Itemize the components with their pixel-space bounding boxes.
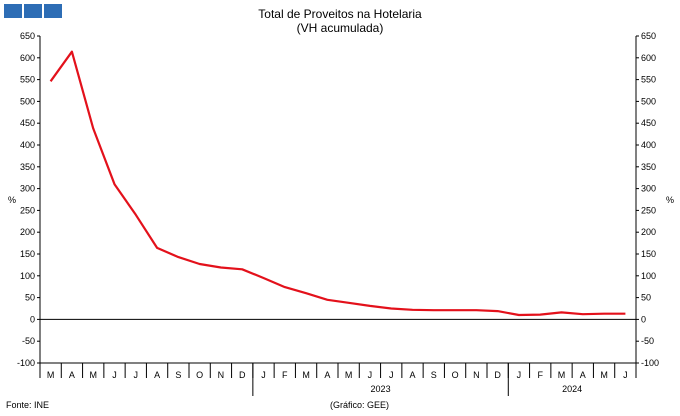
y-tick-label-left: -100 [17, 358, 35, 368]
x-tick-label: M [600, 370, 608, 380]
y-axis-label-right: % [666, 195, 674, 205]
y-tick-label-left: 650 [20, 31, 35, 41]
logo-block-1 [4, 4, 22, 18]
x-tick-label: M [89, 370, 97, 380]
y-tick-label-right: 550 [641, 75, 656, 85]
x-tick-label: S [431, 370, 437, 380]
y-tick-label-left: 100 [20, 271, 35, 281]
y-axis-label-left: % [8, 195, 16, 205]
x-tick-label: O [196, 370, 203, 380]
y-tick-label-right: 100 [641, 271, 656, 281]
y-tick-label-right: 50 [641, 293, 651, 303]
y-tick-label-left: 250 [20, 205, 35, 215]
x-tick-label: F [537, 370, 543, 380]
x-tick-label: J [112, 370, 117, 380]
x-tick-label: D [494, 370, 501, 380]
y-tick-label-right: 150 [641, 249, 656, 259]
x-tick-label: A [324, 370, 330, 380]
y-tick-label-right: 400 [641, 140, 656, 150]
x-tick-label: N [218, 370, 225, 380]
y-tick-label-left: 400 [20, 140, 35, 150]
logo-block-2 [24, 4, 42, 18]
source-note: Fonte: INE [6, 400, 50, 410]
year-label: 2023 [371, 384, 391, 394]
x-tick-label: M [345, 370, 353, 380]
x-tick-label: A [154, 370, 160, 380]
logo-block-3 [44, 4, 62, 18]
y-tick-label-right: 450 [641, 118, 656, 128]
series-line [49, 50, 626, 317]
y-tick-label-right: 250 [641, 205, 656, 215]
logo [4, 4, 62, 18]
y-tick-label-right: 0 [641, 314, 646, 324]
x-tick-label: A [409, 370, 415, 380]
y-tick-label-left: 450 [20, 118, 35, 128]
x-tick-label: M [47, 370, 55, 380]
y-tick-label-right: 500 [641, 96, 656, 106]
x-tick-label: O [452, 370, 459, 380]
y-tick-label-left: 0 [30, 314, 35, 324]
y-tick-label-left: 150 [20, 249, 35, 259]
x-tick-label: S [175, 370, 181, 380]
x-tick-label: M [302, 370, 310, 380]
x-tick-label: N [473, 370, 480, 380]
x-tick-label: J [623, 370, 628, 380]
y-tick-label-right: 650 [641, 31, 656, 41]
y-tick-label-right: -100 [641, 358, 659, 368]
x-tick-label: F [282, 370, 288, 380]
y-tick-label-right: 600 [641, 53, 656, 63]
year-label: 2024 [562, 384, 582, 394]
y-tick-label-left: 350 [20, 162, 35, 172]
y-tick-label-left: -50 [22, 336, 35, 346]
chart-credit: (Gráfico: GEE) [330, 400, 390, 410]
y-tick-label-left: 500 [20, 96, 35, 106]
x-tick-label: M [558, 370, 566, 380]
y-tick-label-right: 200 [641, 227, 656, 237]
x-tick-label: J [134, 370, 139, 380]
y-tick-label-left: 200 [20, 227, 35, 237]
x-tick-label: J [389, 370, 394, 380]
y-tick-label-left: 550 [20, 75, 35, 85]
x-tick-label: D [239, 370, 246, 380]
y-tick-label-left: 600 [20, 53, 35, 63]
y-tick-label-left: 300 [20, 184, 35, 194]
y-tick-label-right: 350 [641, 162, 656, 172]
y-tick-label-left: 50 [25, 293, 35, 303]
chart-title: Total de Proveitos na Hotelaria [258, 7, 422, 21]
x-tick-label: A [580, 370, 586, 380]
x-tick-label: J [261, 370, 266, 380]
chart-subtitle: (VH acumulada) [296, 21, 384, 35]
x-tick-label: J [517, 370, 522, 380]
x-tick-label: J [368, 370, 373, 380]
y-tick-label-right: 300 [641, 184, 656, 194]
x-tick-label: A [69, 370, 75, 380]
y-tick-label-right: -50 [641, 336, 654, 346]
